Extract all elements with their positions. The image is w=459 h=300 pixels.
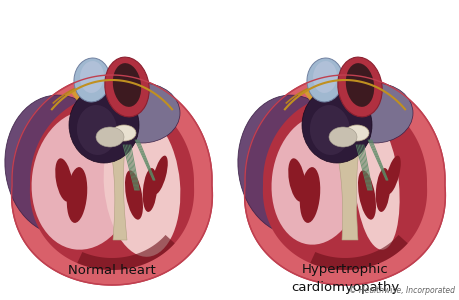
Polygon shape [262,94,426,270]
Ellipse shape [271,115,362,245]
Text: Hypertrophic
cardiomyopathy: Hypertrophic cardiomyopathy [290,262,398,293]
Polygon shape [302,80,386,102]
Ellipse shape [345,63,373,107]
Ellipse shape [77,105,117,155]
Ellipse shape [125,170,143,220]
Ellipse shape [104,83,179,143]
Ellipse shape [152,156,168,194]
Ellipse shape [337,57,381,117]
Ellipse shape [32,110,136,250]
Ellipse shape [5,95,115,235]
Ellipse shape [306,58,342,102]
Polygon shape [244,75,444,285]
Ellipse shape [304,70,348,130]
Ellipse shape [80,61,104,93]
Ellipse shape [336,83,412,143]
Ellipse shape [312,61,336,93]
Polygon shape [108,130,127,240]
Polygon shape [332,130,360,240]
Ellipse shape [309,105,349,155]
Ellipse shape [69,87,139,163]
Ellipse shape [112,125,136,141]
Ellipse shape [299,167,319,223]
Ellipse shape [357,170,375,220]
Ellipse shape [105,57,149,117]
Polygon shape [70,80,153,102]
Ellipse shape [375,168,389,212]
Ellipse shape [353,120,399,250]
Ellipse shape [72,70,116,130]
Ellipse shape [142,168,157,212]
Text: © Healthwise, Incorporated: © Healthwise, Incorporated [348,286,454,295]
Ellipse shape [96,127,124,147]
Ellipse shape [237,95,347,235]
Ellipse shape [302,87,371,163]
Ellipse shape [328,127,356,147]
Ellipse shape [384,156,400,194]
Ellipse shape [344,125,368,141]
Ellipse shape [112,63,141,107]
Ellipse shape [103,113,180,257]
Polygon shape [77,235,174,270]
Polygon shape [309,235,407,270]
Ellipse shape [288,158,305,202]
Ellipse shape [55,158,73,202]
Ellipse shape [74,58,110,102]
Polygon shape [11,75,212,285]
Ellipse shape [67,167,87,223]
Text: Normal heart: Normal heart [68,263,156,277]
Polygon shape [30,94,194,270]
